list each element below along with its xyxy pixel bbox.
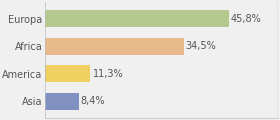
- Bar: [45, 38, 184, 55]
- Bar: [45, 65, 90, 82]
- Text: 8,4%: 8,4%: [81, 96, 105, 106]
- Bar: [45, 93, 79, 110]
- Text: 34,5%: 34,5%: [186, 41, 216, 51]
- Text: 45,8%: 45,8%: [231, 14, 262, 24]
- Bar: [45, 10, 229, 27]
- Text: 11,3%: 11,3%: [92, 69, 123, 79]
